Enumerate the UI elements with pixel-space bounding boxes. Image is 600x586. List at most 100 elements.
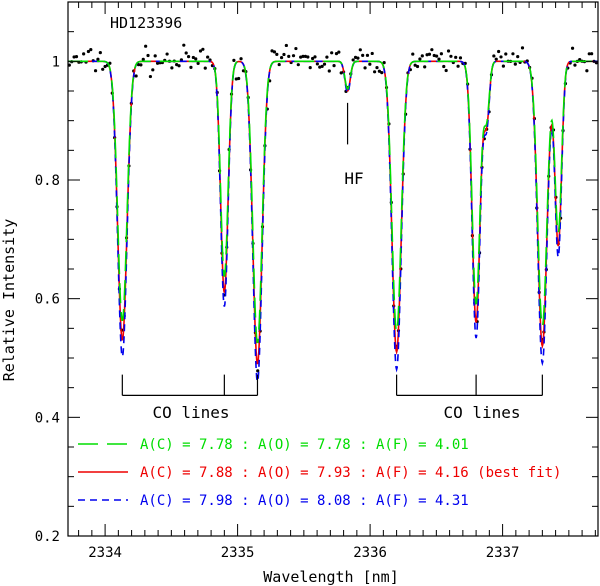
observed-point xyxy=(148,74,153,79)
observed-point xyxy=(313,55,317,59)
co-lines-left-label: CO lines xyxy=(152,403,229,422)
observed-point xyxy=(311,56,315,61)
observed-point xyxy=(351,58,355,62)
observed-point xyxy=(282,52,286,57)
observed-point xyxy=(497,49,501,54)
observed-point xyxy=(420,54,424,58)
observed-point xyxy=(155,61,160,65)
observed-point xyxy=(98,51,102,55)
observed-point xyxy=(511,52,515,56)
observed-point xyxy=(380,71,384,75)
x-tick-label: 2335 xyxy=(221,545,255,561)
observed-point xyxy=(432,53,436,58)
observed-point xyxy=(418,57,422,61)
observed-point xyxy=(191,55,195,60)
chart-title: HD123396 xyxy=(110,14,182,32)
legend: A(C) = 7.78 : A(O) = 7.78 : A(F) = 4.01 … xyxy=(78,437,561,509)
observed-point xyxy=(413,63,417,67)
observed-point xyxy=(373,70,377,74)
observed-point xyxy=(573,63,577,67)
observed-point xyxy=(194,57,198,61)
observed-point xyxy=(327,69,331,73)
observed-point xyxy=(82,52,86,56)
observed-point xyxy=(358,48,362,52)
legend-label-red: A(C) = 7.88 : A(O) = 7.93 : A(F) = 4.16 … xyxy=(140,465,561,481)
y-tick-label: 1 xyxy=(52,54,60,70)
observed-point xyxy=(501,64,505,68)
observed-point xyxy=(141,57,145,61)
co-lines-right-label: CO lines xyxy=(443,403,520,422)
observed-point xyxy=(446,49,451,53)
observed-point xyxy=(430,48,434,52)
observed-point xyxy=(449,54,453,58)
observed-point xyxy=(456,64,460,68)
observed-point xyxy=(411,52,415,56)
observed-point xyxy=(516,54,520,59)
observed-point xyxy=(144,44,148,48)
observed-point xyxy=(578,57,582,62)
observed-point xyxy=(356,56,360,60)
observed-point xyxy=(494,57,498,61)
observed-point xyxy=(444,68,448,73)
observed-point xyxy=(439,52,443,56)
observed-point xyxy=(458,56,463,60)
y-tick-label: 0.8 xyxy=(35,173,60,189)
observed-point xyxy=(291,54,296,58)
observed-point xyxy=(151,68,155,72)
observed-point xyxy=(239,57,243,61)
observed-point xyxy=(279,56,284,60)
observed-point xyxy=(186,55,191,59)
observed-point xyxy=(256,369,260,373)
observed-point xyxy=(570,46,575,50)
observed-point xyxy=(196,61,200,65)
observed-point xyxy=(153,54,157,58)
observed-point xyxy=(134,74,138,78)
observed-point xyxy=(234,77,238,81)
observed-point xyxy=(89,48,93,52)
observed-point xyxy=(363,66,367,70)
series-line-0 xyxy=(68,60,598,344)
legend-label-green: A(C) = 7.78 : A(O) = 7.78 : A(F) = 4.01 xyxy=(140,437,469,453)
observed-point xyxy=(306,55,310,59)
observed-point xyxy=(72,55,76,59)
y-tick-label: 0.6 xyxy=(35,292,60,308)
observed-point xyxy=(232,58,236,62)
observed-point xyxy=(275,52,279,57)
observed-point xyxy=(332,63,336,68)
observed-point xyxy=(375,65,379,70)
observed-point xyxy=(74,54,79,59)
observed-point xyxy=(93,69,98,73)
observed-point xyxy=(303,54,308,58)
observed-point xyxy=(361,53,365,57)
observed-point xyxy=(320,64,324,68)
observed-point xyxy=(294,46,298,51)
observed-point xyxy=(520,46,525,50)
observed-point xyxy=(189,65,193,69)
observed-point xyxy=(287,54,291,58)
observed-point xyxy=(175,63,179,67)
observed-point xyxy=(136,63,141,67)
observed-point xyxy=(382,61,386,65)
observed-point xyxy=(365,53,370,57)
observed-point xyxy=(513,62,517,66)
y-axis-label: Relative Intensity xyxy=(0,219,18,382)
observed-point xyxy=(139,63,143,67)
annotations-layer xyxy=(121,102,543,396)
observed-point xyxy=(201,47,205,51)
plot-frame xyxy=(67,1,599,537)
observed-point xyxy=(315,62,319,66)
observed-point xyxy=(415,64,420,69)
observed-point xyxy=(184,51,188,55)
observed-point xyxy=(103,64,107,69)
observed-point xyxy=(587,52,591,56)
observed-point xyxy=(504,52,508,56)
observed-point xyxy=(237,76,241,81)
observed-point xyxy=(590,52,594,56)
model-series-layer xyxy=(68,60,598,383)
observed-point xyxy=(454,55,458,59)
observed-points-layer xyxy=(67,43,599,373)
observed-point xyxy=(272,50,277,54)
observed-point xyxy=(182,43,186,47)
legend-label-blue: A(C) = 7.98 : A(O) = 8.08 : A(F) = 4.31 xyxy=(140,493,469,509)
observed-point xyxy=(301,54,305,58)
